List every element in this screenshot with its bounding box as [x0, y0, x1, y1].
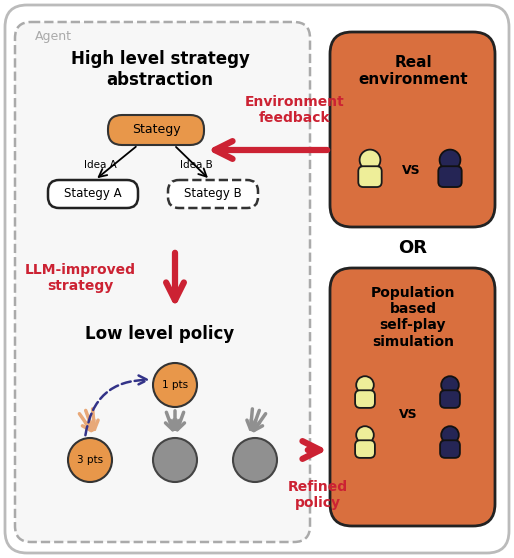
Text: Idea B: Idea B — [179, 160, 212, 170]
Text: VS: VS — [401, 163, 420, 176]
FancyBboxPatch shape — [440, 390, 460, 408]
FancyBboxPatch shape — [168, 180, 258, 208]
FancyBboxPatch shape — [108, 115, 204, 145]
Text: Low level policy: Low level policy — [85, 325, 234, 343]
Circle shape — [441, 426, 459, 444]
FancyBboxPatch shape — [330, 268, 495, 526]
Text: Population
based
self-play
simulation: Population based self-play simulation — [371, 286, 455, 349]
Text: Stategy A: Stategy A — [64, 187, 122, 200]
Text: Stategy B: Stategy B — [184, 187, 242, 200]
Text: OR: OR — [398, 239, 428, 257]
Text: Agent: Agent — [35, 30, 72, 43]
Text: Refined
policy: Refined policy — [288, 480, 348, 510]
Text: VS: VS — [399, 408, 417, 421]
Text: Idea A: Idea A — [84, 160, 116, 170]
FancyBboxPatch shape — [15, 22, 310, 542]
Circle shape — [68, 438, 112, 482]
Text: Environment
feedback: Environment feedback — [245, 95, 345, 125]
FancyBboxPatch shape — [438, 166, 462, 187]
FancyBboxPatch shape — [48, 180, 138, 208]
Text: Stategy: Stategy — [132, 123, 180, 137]
Circle shape — [356, 376, 374, 394]
FancyBboxPatch shape — [355, 440, 375, 458]
Circle shape — [360, 150, 380, 170]
Text: Real
environment: Real environment — [358, 55, 468, 88]
FancyBboxPatch shape — [440, 440, 460, 458]
Circle shape — [439, 150, 461, 170]
Text: High level strategy
abstraction: High level strategy abstraction — [70, 50, 249, 89]
Text: LLM-improved
strategy: LLM-improved strategy — [25, 263, 136, 293]
FancyBboxPatch shape — [355, 390, 375, 408]
Text: 1 pts: 1 pts — [162, 380, 188, 390]
Circle shape — [356, 426, 374, 444]
Text: 3 pts: 3 pts — [77, 455, 103, 465]
Circle shape — [441, 376, 459, 394]
Circle shape — [153, 363, 197, 407]
Circle shape — [233, 438, 277, 482]
FancyBboxPatch shape — [5, 5, 509, 553]
Circle shape — [153, 438, 197, 482]
FancyBboxPatch shape — [330, 32, 495, 227]
FancyBboxPatch shape — [358, 166, 382, 187]
